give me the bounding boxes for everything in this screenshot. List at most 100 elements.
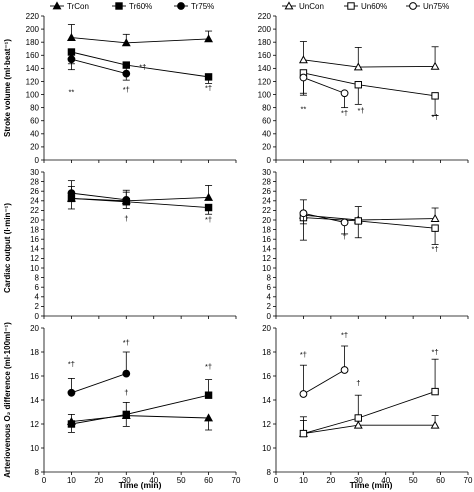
series-line [71,58,127,75]
y-tick-label: 16 [30,372,39,381]
legend-marker [177,2,185,10]
series-tr60pct [67,379,213,428]
data-point [204,73,213,81]
y-tick-label: 28 [262,177,271,186]
significance-annotation: *† [205,84,212,93]
y-tick-label: 100 [258,90,272,99]
significance-annotation: *† [205,362,212,371]
y-tick-label: 0 [35,156,40,165]
series-un75pct [299,209,349,235]
panel-tr-sv: 0 20 40 60 80 100 120 140 160 180 200 220 ** *† *† *† Tr… [26,1,237,165]
significance-annotation: *† [432,245,439,254]
y-tick-label: 12 [262,254,271,263]
x-tick-label: 70 [232,476,241,485]
series-tr75pct [67,55,131,81]
y-tick-label: 22 [30,206,39,215]
x-axis-label-left: Time (min) [119,480,162,490]
svg-text:Arteriovenous O₂ difference (m: Arteriovenous O₂ difference (ml·100ml⁻¹) [3,322,12,478]
series-trcon [66,24,214,47]
data-point [430,61,440,70]
x-tick-label: 60 [436,476,445,485]
series-trcon [66,185,214,205]
series-line [71,373,127,394]
y-tick-label: 8 [267,273,272,282]
x-tick-label: 0 [274,476,279,485]
significance-annotation: *† [139,63,146,72]
series-line [303,369,345,395]
x-tick-label: 20 [94,476,103,485]
y-tick-label: 30 [262,168,271,177]
svg-text:Stroke volume (ml·beat⁻¹): Stroke volume (ml·beat⁻¹) [3,39,12,137]
y-tick-label: 180 [258,38,272,47]
data-point [67,55,76,64]
significance-annotation: † [124,388,128,397]
series-tr75pct [67,180,131,204]
significance-annotation: ** [69,88,75,97]
y-tick-label: 200 [26,25,40,34]
data-point [204,203,213,212]
data-point [353,62,363,71]
data-point [66,32,76,41]
series-uncon [298,415,440,437]
data-point [340,218,349,227]
legend-label: Tr75% [191,2,214,11]
significance-annotation: *† [432,112,439,121]
series-line [303,212,345,223]
data-point [340,89,349,98]
significance-annotation: *† [341,331,348,340]
y-tick-label: 120 [258,77,272,86]
y-tick-label: 100 [26,90,40,99]
significance-annotation: *† [432,347,439,356]
y-axis-label-stroke-volume: Stroke volume (ml·beat⁻¹) [3,39,12,137]
y-tick-label: 40 [30,130,39,139]
y-tick-label: 4 [267,293,272,302]
data-point [431,224,439,232]
y-tick-label: 24 [262,197,271,206]
data-point [431,387,439,396]
y-tick-label: 180 [26,38,40,47]
series-line [303,424,436,435]
data-point [204,34,214,43]
significance-annotation: *† [123,85,130,94]
data-point [204,192,214,201]
data-point [299,209,308,218]
y-tick-label: 140 [258,64,272,73]
y-tick-label: 0 [267,312,272,321]
y-tick-label: 8 [35,273,40,282]
y-tick-label: 10 [30,444,39,453]
legend-marker [409,2,417,10]
data-point [299,390,308,398]
y-tick-label: 24 [30,197,39,206]
data-point [122,69,131,78]
series-un75pct [299,73,349,109]
y-tick-label: 18 [30,225,39,234]
data-point [299,73,308,82]
y-tick-label: 12 [30,420,39,429]
legend-marker [52,1,62,10]
y-tick-label: 10 [262,264,271,273]
x-tick-label: 40 [149,476,158,485]
data-point [67,48,76,56]
series-trcon [66,410,214,433]
series-line [71,197,209,208]
y-tick-label: 30 [30,168,39,177]
y-tick-label: 0 [35,312,40,321]
data-point [67,420,76,428]
y-tick-label: 40 [262,130,271,139]
series-line [71,192,127,201]
legend-label: TrCon [67,2,89,11]
y-tick-label: 220 [258,12,272,21]
y-tick-label: 28 [30,177,39,186]
data-point [353,420,363,429]
y-tick-label: 10 [30,264,39,273]
y-tick-label: 12 [262,420,271,429]
data-point [299,429,308,438]
data-point [121,38,131,47]
data-point [122,61,130,69]
y-tick-label: 22 [262,206,271,215]
x-tick-label: 30 [354,476,363,485]
significance-annotation: † [342,232,346,241]
y-tick-label: 14 [262,245,271,254]
y-tick-label: 80 [262,103,271,112]
series-uncon [298,41,440,71]
